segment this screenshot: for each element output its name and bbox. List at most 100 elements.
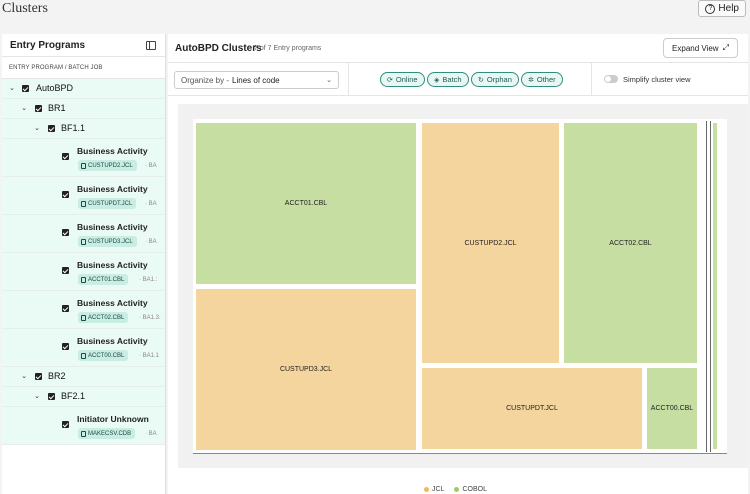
tree-row-leaf[interactable]: Business Activity ACCT02.CBL · BA1.3. — [2, 291, 165, 329]
leaf-title: Business Activity — [77, 298, 148, 308]
tree-row-leaf[interactable]: Initiator Unknown MAKECSV.CDB · BA — [2, 407, 165, 445]
legend-label: JCL — [432, 486, 445, 493]
business-area-label: · BA1.1 — [139, 353, 160, 359]
tree-row-bf1-1[interactable]: ⌄ BF1.1 — [2, 119, 165, 139]
organize-prefix: Organize by - — [181, 75, 230, 85]
collapse-panel-icon[interactable] — [146, 40, 156, 50]
checkbox-leaf[interactable] — [62, 191, 69, 198]
tree-label-bf2-1: BF2.1 — [61, 391, 86, 401]
file-icon — [81, 314, 86, 321]
tile-acct01[interactable]: ACCT01.CBL — [196, 123, 416, 284]
business-area-label: · BA — [145, 239, 157, 245]
toolbar-divider — [591, 63, 592, 95]
checkbox-autobpd[interactable] — [22, 85, 29, 92]
checkbox-bf1-1[interactable] — [48, 125, 55, 132]
ba-value: BA — [148, 201, 157, 207]
program-chip-label: CUSTUPDT.JCL — [88, 200, 133, 207]
program-chip-label: MAKECSV.CDB — [88, 430, 132, 437]
chevron-down-icon[interactable]: ⌄ — [21, 373, 27, 380]
clusters-title: AutoBPD Clusters — [175, 43, 262, 54]
file-icon — [81, 162, 86, 169]
organize-by-select[interactable]: Organize by - Lines of code ⌄ — [174, 71, 339, 89]
file-icon — [81, 200, 86, 207]
tree-label-autobpd: AutoBPD — [36, 83, 74, 93]
filter-other[interactable]: ✲ Other — [521, 72, 563, 87]
ba-value: BA — [148, 163, 157, 169]
tile-separator — [706, 121, 707, 452]
checkbox-bf2-1[interactable] — [48, 393, 55, 400]
help-button[interactable]: ? Help — [698, 0, 746, 17]
program-chip[interactable]: CUSTUPDT.JCL — [78, 198, 137, 209]
tile-label: CUSTUPDT.JCL — [506, 405, 558, 412]
checkbox-leaf[interactable] — [62, 343, 69, 350]
checkbox-leaf[interactable] — [62, 229, 69, 236]
online-icon: ⟳ — [387, 76, 393, 84]
chevron-down-icon[interactable]: ⌄ — [34, 125, 40, 132]
page-title: Clusters — [2, 1, 48, 16]
entry-programs-title: Entry Programs — [10, 39, 86, 51]
ba-value: BA1.: — [142, 277, 158, 283]
tile-custupd3[interactable]: CUSTUPD3.JCL — [196, 289, 416, 450]
chevron-down-icon[interactable]: ⌄ — [21, 105, 27, 112]
tree-row-leaf[interactable]: Business Activity CUSTUPDT.JCL · BA — [2, 177, 165, 215]
legend-label: COBOL — [462, 486, 487, 493]
tree-row-leaf[interactable]: Business Activity ACCT00.CBL · BA1.1 — [2, 329, 165, 367]
tree-row-br2[interactable]: ⌄ BR2 — [2, 367, 165, 387]
program-chip[interactable]: CUSTUPD3.JCL — [78, 236, 137, 247]
tile-acct02[interactable]: ACCT02.CBL — [564, 123, 697, 363]
top-bar: Clusters ? Help — [0, 0, 750, 26]
legend-swatch — [424, 487, 429, 492]
chevron-down-icon[interactable]: ⌄ — [9, 85, 15, 92]
program-chip[interactable]: MAKECSV.CDB — [78, 428, 136, 439]
batch-icon: ◈ — [434, 76, 440, 84]
legend-swatch — [454, 487, 460, 492]
ba-value: BA — [148, 431, 157, 437]
business-area-label: · BA — [145, 201, 157, 207]
tree-row-leaf[interactable]: Business Activity CUSTUPD2.JCL · BA — [2, 139, 165, 177]
leaf-title: Business Activity — [77, 336, 148, 346]
program-chip[interactable]: CUSTUPD2.JCL — [78, 160, 137, 171]
checkbox-br2[interactable] — [35, 373, 42, 380]
clusters-panel: AutoBPD Clusters 7 of 7 Entry programs E… — [168, 34, 748, 494]
clusters-subtitle: 7 of 7 Entry programs — [254, 45, 322, 52]
expand-view-button[interactable]: Expand View ⤢ — [663, 38, 738, 58]
program-chip-label: ACCT02.CBL — [88, 314, 125, 321]
filter-label: Batch — [442, 75, 462, 84]
business-area-label: · BA1.3. — [139, 315, 161, 321]
treemap-legend: JCL COBOL — [424, 486, 487, 493]
expand-icon: ⤢ — [722, 43, 729, 52]
simplify-toggle[interactable] — [604, 75, 618, 83]
program-chip-label: CUSTUPD2.JCL — [88, 162, 133, 169]
entry-programs-header: Entry Programs — [2, 34, 165, 57]
leaf-title: Business Activity — [77, 260, 148, 270]
checkbox-leaf[interactable] — [62, 305, 69, 312]
leaf-title: Initiator Unknown — [77, 414, 149, 424]
tree-label-br2: BR2 — [48, 371, 66, 381]
filter-online[interactable]: ⟳ Online — [380, 72, 425, 87]
tree-label-br1: BR1 — [48, 103, 66, 113]
filter-orphan[interactable]: ↻ Orphan — [471, 72, 519, 87]
business-area-label: · BA — [145, 163, 157, 169]
tile-custupd2[interactable]: CUSTUPD2.JCL — [422, 123, 559, 363]
tree-row-leaf[interactable]: Business Activity CUSTUPD3.JCL · BA — [2, 215, 165, 253]
program-chip[interactable]: ACCT00.CBL — [78, 350, 129, 361]
tree-row-br1[interactable]: ⌄ BR1 — [2, 99, 165, 119]
filter-batch[interactable]: ◈ Batch — [427, 72, 469, 87]
checkbox-leaf[interactable] — [62, 421, 69, 428]
checkbox-leaf[interactable] — [62, 153, 69, 160]
entry-programs-panel: Entry Programs ENTRY PROGRAM / BATCH JOB… — [2, 34, 166, 494]
tree-row-bf2-1[interactable]: ⌄ BF2.1 — [2, 387, 165, 407]
ba-value: BA — [148, 239, 157, 245]
organize-value: Lines of code — [232, 75, 280, 85]
tile-acct00[interactable]: ACCT00.CBL — [647, 368, 697, 449]
tree-row-leaf[interactable]: Business Activity ACCT01.CBL · BA1.: — [2, 253, 165, 291]
tile-custupdt[interactable]: CUSTUPDT.JCL — [422, 368, 642, 449]
legend-item-jcl: JCL — [424, 486, 444, 493]
chevron-down-icon[interactable]: ⌄ — [34, 393, 40, 400]
tile-sliver[interactable] — [713, 123, 717, 449]
program-chip[interactable]: ACCT01.CBL — [78, 274, 129, 285]
tree-row-autobpd[interactable]: ⌄ AutoBPD — [2, 79, 165, 99]
program-chip[interactable]: ACCT02.CBL — [78, 312, 129, 323]
checkbox-br1[interactable] — [35, 105, 42, 112]
checkbox-leaf[interactable] — [62, 267, 69, 274]
